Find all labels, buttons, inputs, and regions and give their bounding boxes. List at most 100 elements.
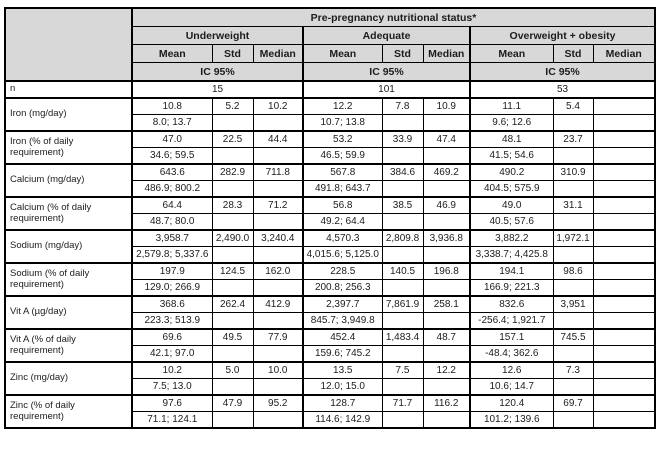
cell-overweight-std: 98.6 <box>552 262 594 280</box>
cell-empty <box>592 246 656 264</box>
cell-underweight-ic: 71.1; 124.1 <box>131 411 213 429</box>
cell-empty <box>252 345 304 363</box>
cell-empty <box>211 246 254 264</box>
cell-empty <box>552 246 594 264</box>
cell-overweight-mean: 120.4 <box>469 394 554 412</box>
nutrient-ic-row: 129.0; 266.9 200.8; 256.3 166.9; 221.3 <box>5 279 656 297</box>
cell-overweight-std: 7.3 <box>552 361 594 379</box>
cell-empty <box>252 213 304 231</box>
group-header-underweight: Underweight <box>131 26 304 45</box>
cell-underweight-mean: 97.6 <box>131 394 213 412</box>
ic-header: IC 95% <box>302 62 471 82</box>
nutrient-row-label: Vit A (µg/day) <box>4 295 133 330</box>
cell-overweight-mean: 194.1 <box>469 262 554 280</box>
cell-overweight-mean: 49.0 <box>469 196 554 214</box>
cell-adequate-std: 7.5 <box>381 361 424 379</box>
cell-adequate-mean: 2,397.7 <box>302 295 383 313</box>
cell-empty <box>552 279 594 297</box>
cell-empty <box>381 180 424 198</box>
cell-empty <box>422 213 471 231</box>
stat-header-std: Std <box>552 44 594 63</box>
cell-empty <box>552 180 594 198</box>
nutrient-value-row: Iron (mg/day) 10.8 5.2 10.2 12.2 7.8 10.… <box>4 97 656 132</box>
cell-adequate-ic: 845.7; 3,949.8 <box>302 312 383 330</box>
cell-adequate-std: 7.8 <box>381 97 424 115</box>
cell-underweight-mean: 64.4 <box>131 196 213 214</box>
cell-overweight-ic: 10.6; 14.7 <box>469 378 554 396</box>
cell-empty <box>552 345 594 363</box>
n-value-overweight: 53 <box>469 80 656 99</box>
cell-overweight-median <box>592 361 656 379</box>
cell-underweight-ic: 42.1; 97.0 <box>131 345 213 363</box>
cell-underweight-ic: 486.9; 800.2 <box>131 180 213 198</box>
cell-adequate-median: 469.2 <box>422 163 471 181</box>
cell-overweight-median <box>592 196 656 214</box>
n-value-underweight: 15 <box>131 80 304 99</box>
nutrition-status-table: Pre-pregnancy nutritional status* Underw… <box>4 7 656 429</box>
cell-empty <box>211 411 254 429</box>
stat-header-mean: Mean <box>302 44 383 63</box>
cell-overweight-median <box>592 295 656 313</box>
cell-underweight-std: 262.4 <box>211 295 254 313</box>
cell-underweight-ic: 2,579.8; 5,337.6 <box>131 246 213 264</box>
cell-overweight-std: 310.9 <box>552 163 594 181</box>
cell-overweight-std: 745.5 <box>552 328 594 346</box>
nutrient-row-label: Calcium (mg/day) <box>4 163 133 198</box>
cell-empty <box>211 378 254 396</box>
cell-adequate-ic: 12.0; 15.0 <box>302 378 383 396</box>
cell-empty <box>422 279 471 297</box>
cell-empty <box>422 180 471 198</box>
cell-empty <box>592 180 656 198</box>
table-title: Pre-pregnancy nutritional status* <box>131 7 656 27</box>
cell-empty <box>381 411 424 429</box>
n-row-label: n <box>4 80 133 99</box>
cell-overweight-median <box>592 394 656 412</box>
cell-overweight-ic: 101.2; 139.6 <box>469 411 554 429</box>
cell-empty <box>381 246 424 264</box>
nutrient-row-label: Iron (mg/day) <box>4 97 133 132</box>
cell-adequate-ic: 4,015.6; 5,125.0 <box>302 246 383 264</box>
cell-overweight-ic: 166.9; 221.3 <box>469 279 554 297</box>
cell-empty <box>422 411 471 429</box>
cell-adequate-ic: 49.2; 64.4 <box>302 213 383 231</box>
cell-empty <box>552 147 594 165</box>
nutrient-value-row: Zinc (% of daily requirement) 97.6 47.9 … <box>4 394 656 429</box>
nutrient-value-row: Sodium (mg/day) 3,958.7 2,490.0 3,240.4 … <box>4 229 656 264</box>
cell-adequate-median: 196.8 <box>422 262 471 280</box>
cell-adequate-ic: 200.8; 256.3 <box>302 279 383 297</box>
cell-underweight-median: 77.9 <box>252 328 304 346</box>
cell-adequate-std: 384.6 <box>381 163 424 181</box>
nutrient-value-row: Calcium (mg/day) 643.6 282.9 711.8 567.8… <box>4 163 656 198</box>
cell-overweight-std: 23.7 <box>552 130 594 148</box>
nutrient-value-row: Zinc (mg/day) 10.2 5.0 10.0 13.5 7.5 12.… <box>4 361 656 396</box>
nutrient-row-label: Iron (% of daily requirement) <box>4 130 133 165</box>
nutrient-row-label: Zinc (mg/day) <box>4 361 133 396</box>
cell-underweight-std: 124.5 <box>211 262 254 280</box>
cell-underweight-median: 3,240.4 <box>252 229 304 247</box>
cell-adequate-ic: 10.7; 13.8 <box>302 114 383 132</box>
cell-underweight-mean: 47.0 <box>131 130 213 148</box>
cell-empty <box>552 213 594 231</box>
cell-adequate-std: 38.5 <box>381 196 424 214</box>
stat-header-median: Median <box>592 44 656 63</box>
cell-empty <box>422 378 471 396</box>
cell-empty <box>381 114 424 132</box>
cell-empty <box>381 378 424 396</box>
cell-underweight-mean: 69.6 <box>131 328 213 346</box>
stat-header-row: Mean Std Median Mean Std Median Mean Std… <box>5 44 656 63</box>
n-row: n 15 101 53 <box>4 80 656 99</box>
table-header: Pre-pregnancy nutritional status* Underw… <box>4 7 656 82</box>
stat-header-std: Std <box>211 44 254 63</box>
cell-empty <box>422 312 471 330</box>
cell-underweight-ic: 8.0; 13.7 <box>131 114 213 132</box>
cell-adequate-ic: 114.6; 142.9 <box>302 411 383 429</box>
cell-underweight-median: 162.0 <box>252 262 304 280</box>
cell-empty <box>381 147 424 165</box>
cell-underweight-median: 10.2 <box>252 97 304 115</box>
cell-overweight-median <box>592 97 656 115</box>
nutrient-value-row: Vit A (µg/day) 368.6 262.4 412.9 2,397.7… <box>4 295 656 330</box>
cell-adequate-mean: 228.5 <box>302 262 383 280</box>
cell-adequate-std: 140.5 <box>381 262 424 280</box>
nutrient-value-row: Calcium (% of daily requirement) 64.4 28… <box>4 196 656 231</box>
cell-overweight-std: 3,951 <box>552 295 594 313</box>
